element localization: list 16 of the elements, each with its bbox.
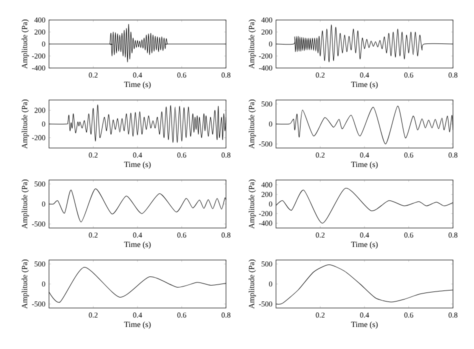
x-axis-title: Time (s) [351,81,378,89]
y-axis-title: Amplitude (Pa) [22,180,29,229]
y-axis-title: Amplitude (Pa) [22,100,29,149]
y-axis-title: Amplitude (Pa) [22,20,29,69]
y-axis-title: Amplitude (Pa) [248,180,256,229]
y-axis-title: Amplitude (Pa) [248,20,256,69]
x-axis-title: Time (s) [124,241,151,249]
x-axis-title: Time (s) [124,321,151,329]
x-axis-title: Time (s) [351,241,378,249]
y-axis-title: Amplitude (Pa) [248,260,256,309]
x-axis-title: Time (s) [124,81,151,89]
y-axis-title: Amplitude (Pa) [22,260,29,309]
x-axis-title: Time (s) [124,161,151,169]
x-axis-title: Time (s) [351,321,378,329]
y-axis-title: Amplitude (Pa) [248,100,256,149]
x-axis-title: Time (s) [351,161,378,169]
